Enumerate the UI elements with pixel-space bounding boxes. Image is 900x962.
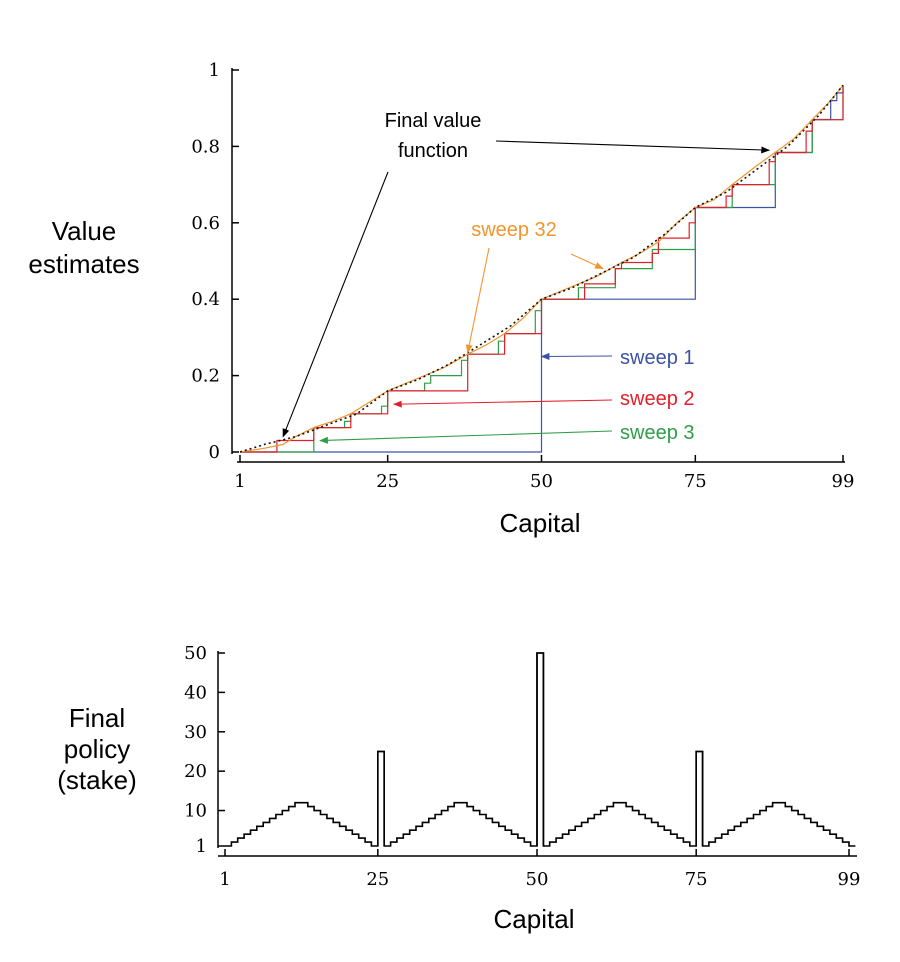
policy-step-line: [225, 652, 856, 847]
policy-spike-bar: [536, 652, 545, 846]
x-tick-label: 75: [684, 471, 707, 492]
annotation-label-function: function: [398, 140, 468, 162]
annotation-arrow: [392, 399, 613, 408]
series-final-line: [239, 84, 844, 453]
value-estimates-chart: 0 0.2 0.4 0.6 0.8 1 1 25 50 75 99 Capital Valueestim…: [28, 60, 854, 538]
x-axis-title: Capital: [500, 508, 581, 538]
x-axis-title: Capital: [494, 904, 575, 934]
annotation-label-sweep-3: sweep 3: [620, 422, 695, 444]
y-tick-label: 30: [184, 722, 207, 743]
x-tick-label: 99: [838, 869, 861, 890]
y-axis-title-line: estimates: [28, 249, 139, 279]
annotation-arrow: [465, 247, 490, 354]
annotation-arrow: [540, 352, 613, 360]
policy-spike-bar: [377, 750, 385, 846]
x-tick-label: 50: [530, 471, 553, 492]
y-tick-label: 1: [196, 836, 207, 857]
annotation-label-sweep-2: sweep 2: [620, 388, 695, 410]
x-tick-label: 75: [685, 869, 708, 890]
annotation-label-sweep-1: sweep 1: [620, 347, 695, 369]
x-tick-label: 1: [234, 471, 245, 492]
final-policy-chart: 1 10 20 30 40 50 1 25 50 75 99 Capital Finalpolicy(s…: [57, 643, 860, 934]
y-tick-label: 10: [184, 801, 207, 822]
y-axis-title-line: Final: [69, 703, 125, 733]
x-tick-label: 50: [526, 869, 549, 890]
y-tick-label: 50: [184, 643, 207, 664]
series-sweep-2-line: [240, 85, 844, 453]
policy-spike-bar: [695, 750, 704, 846]
y-tick-label: 0.4: [191, 289, 220, 310]
y-axis-title-line: policy: [64, 734, 130, 764]
annotation-arrow: [570, 253, 604, 270]
x-tick-label: 25: [376, 471, 399, 492]
y-axis-title-line: (stake): [57, 765, 136, 795]
y-axis-title-line: Value: [52, 216, 117, 246]
y-tick-label: 0: [209, 442, 220, 463]
x-tick-label: 1: [219, 869, 230, 890]
series-sweep-1-line: [240, 85, 844, 453]
x-tick-label: 99: [832, 471, 855, 492]
y-tick-label: 0.8: [191, 136, 220, 157]
y-tick-label: 0.2: [191, 366, 220, 387]
annotation-arrow: [282, 171, 389, 438]
annotation-arrow: [319, 430, 613, 444]
x-tick-label: 25: [366, 869, 389, 890]
annotation-arrow: [495, 140, 771, 154]
y-tick-label: 40: [184, 682, 207, 703]
y-tick-label: 1: [209, 60, 220, 81]
y-tick-label: 0.6: [191, 213, 220, 234]
annotation-label-final-value: Final value: [385, 110, 482, 132]
annotation-label-sweep-32: sweep 32: [471, 219, 557, 241]
y-tick-label: 20: [184, 761, 207, 782]
